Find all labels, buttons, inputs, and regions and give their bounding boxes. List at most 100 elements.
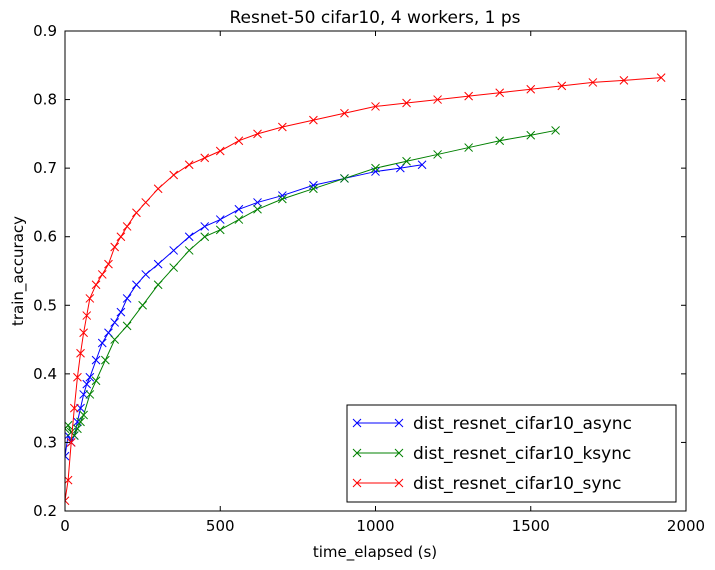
- data-point: [76, 417, 85, 427]
- plot-area: [65, 73, 666, 506]
- data-point: [526, 84, 536, 94]
- x-tick-label: 0: [60, 517, 70, 535]
- data-point: [402, 98, 411, 108]
- data-point: [234, 215, 244, 224]
- data-point: [97, 338, 107, 348]
- chart-title: Resnet-50 cifar10, 4 workers, 1 ps: [229, 8, 520, 28]
- data-point: [79, 328, 88, 338]
- series-dist_resnet_cifar10_sync: [65, 73, 666, 506]
- data-point: [656, 73, 666, 82]
- data-point: [153, 259, 163, 269]
- y-tick-label: 0.8: [33, 91, 57, 109]
- legend-marker: [394, 478, 404, 488]
- data-point: [495, 88, 505, 98]
- legend-item: dist_resnet_cifar10_ksync: [352, 444, 631, 464]
- legend-marker: [352, 448, 362, 458]
- data-point: [253, 129, 262, 139]
- data-point: [184, 232, 194, 242]
- y-tick-label: 0.2: [33, 502, 57, 520]
- data-point: [169, 246, 179, 255]
- data-point: [101, 355, 110, 365]
- data-point: [215, 225, 225, 235]
- data-point: [417, 160, 427, 170]
- y-tick-label: 0.5: [33, 296, 57, 314]
- legend-label: dist_resnet_cifar10_async: [413, 414, 632, 434]
- data-point: [132, 208, 141, 218]
- data-point: [116, 307, 126, 317]
- data-point: [73, 424, 82, 434]
- data-point: [69, 403, 79, 413]
- data-point: [82, 311, 92, 320]
- x-tick-label: 1500: [512, 517, 550, 535]
- data-point: [433, 150, 442, 159]
- y-tick-label: 0.4: [33, 365, 57, 383]
- data-point: [253, 198, 262, 207]
- data-point: [402, 156, 411, 166]
- legend-marker: [352, 418, 362, 428]
- data-point: [309, 184, 318, 194]
- data-point: [253, 204, 262, 214]
- data-point: [153, 184, 163, 194]
- legend-item: dist_resnet_cifar10_sync: [352, 474, 622, 494]
- series-dist_resnet_cifar10_ksync: [65, 126, 560, 440]
- data-point: [110, 335, 120, 344]
- legend-marker: [394, 418, 404, 428]
- legend-label: dist_resnet_cifar10_ksync: [413, 444, 631, 464]
- data-point: [91, 355, 101, 365]
- data-point: [138, 300, 147, 310]
- data-point: [169, 263, 179, 272]
- data-point: [79, 410, 88, 420]
- data-point: [122, 294, 132, 303]
- data-point: [132, 280, 141, 290]
- data-point: [234, 204, 244, 214]
- y-tick-label: 0.7: [33, 159, 57, 177]
- data-point: [200, 153, 210, 163]
- data-point: [76, 403, 85, 413]
- data-point: [588, 78, 598, 87]
- data-point: [619, 76, 629, 85]
- data-point: [110, 242, 120, 252]
- data-point: [110, 318, 120, 327]
- data-point: [371, 163, 380, 173]
- data-point: [116, 232, 126, 242]
- data-point: [91, 376, 101, 386]
- data-point: [184, 160, 194, 170]
- data-point: [215, 215, 225, 224]
- data-point: [433, 95, 442, 104]
- legend-label: dist_resnet_cifar10_sync: [413, 474, 622, 494]
- data-point: [76, 348, 85, 358]
- x-axis-label: time_elapsed (s): [313, 543, 437, 562]
- data-point: [104, 259, 113, 269]
- data-point: [79, 390, 88, 399]
- data-point: [122, 222, 132, 231]
- data-point: [122, 321, 132, 331]
- y-tick-label: 0.9: [33, 22, 57, 40]
- data-point: [495, 136, 505, 146]
- data-point: [91, 280, 101, 290]
- legend-marker: [352, 478, 362, 488]
- data-point: [340, 108, 349, 118]
- x-tick-label: 2000: [667, 517, 705, 535]
- data-point: [82, 379, 92, 389]
- data-point: [557, 81, 567, 91]
- data-point: [66, 438, 76, 447]
- data-point: [551, 126, 560, 135]
- data-point: [215, 146, 225, 156]
- y-tick-label: 0.3: [33, 433, 57, 451]
- data-point: [65, 451, 70, 461]
- data-point: [141, 198, 151, 207]
- legend-item: dist_resnet_cifar10_async: [352, 414, 632, 434]
- axes: 0 500 1000 1500 2000 0.2 0.3 0.4 0.5 0.6 0.7 0.8 0.9: [33, 22, 705, 535]
- data-point: [309, 115, 318, 125]
- data-point: [184, 246, 194, 255]
- y-tick-label: 0.6: [33, 228, 57, 246]
- data-point: [97, 270, 107, 279]
- data-point: [464, 91, 474, 101]
- data-point: [73, 372, 82, 382]
- legend-marker: [394, 448, 404, 458]
- data-point: [277, 194, 287, 204]
- data-point: [65, 496, 70, 506]
- data-point: [234, 136, 244, 146]
- data-point: [85, 390, 95, 399]
